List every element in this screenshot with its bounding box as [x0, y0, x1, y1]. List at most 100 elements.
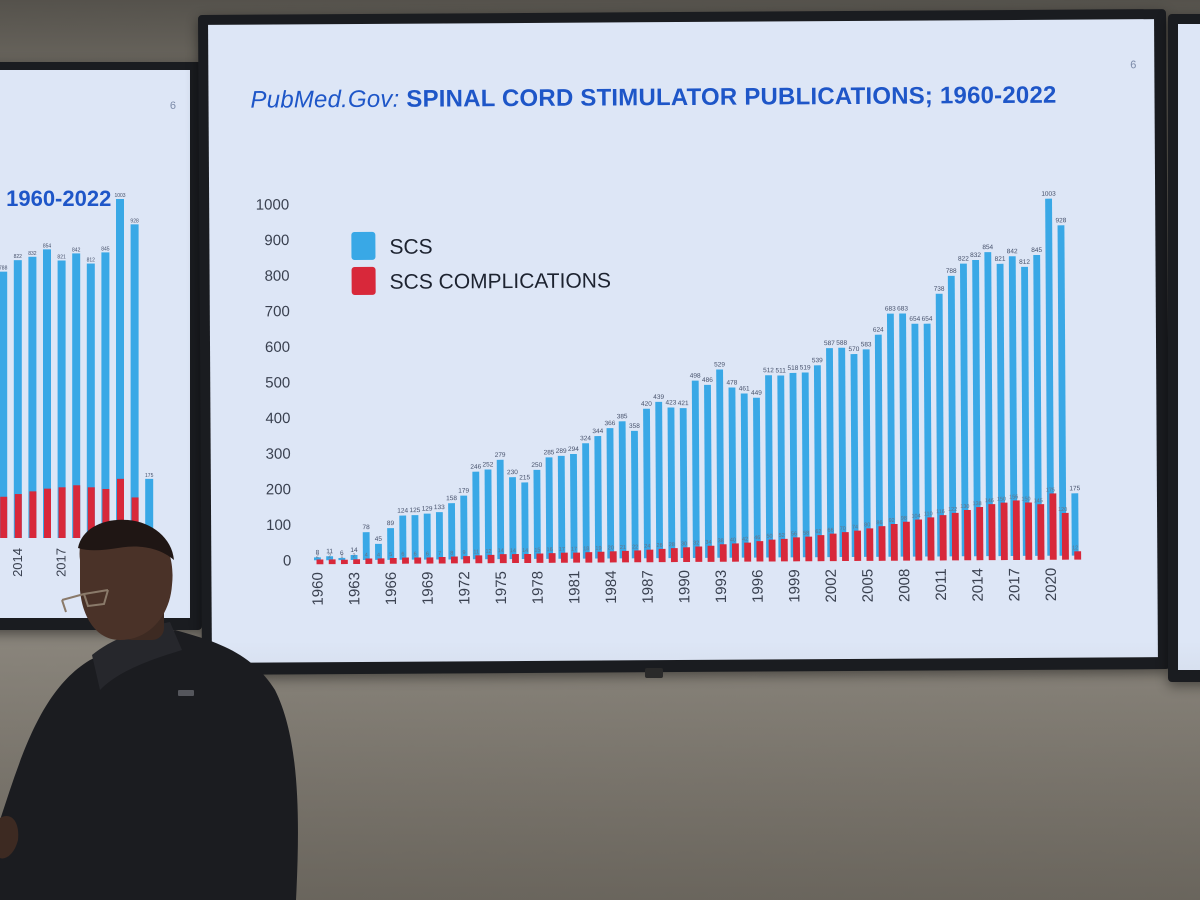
bar-scs [1071, 493, 1079, 556]
bar-scs [399, 515, 407, 560]
bar-complications [878, 526, 886, 561]
main-bar-chart: 0 100 200 300 400 500 600 700 800 900 1000 SCS SCS C… [256, 191, 1082, 606]
bar-scs [631, 430, 639, 559]
bar-scs [509, 477, 517, 560]
bar-complications [646, 549, 654, 563]
left-bar-complications [73, 485, 81, 538]
data-label-scs: 158 [446, 495, 457, 502]
legend-swatch-complications [351, 266, 376, 296]
bar-scs [1008, 256, 1018, 557]
bar-complications [939, 515, 947, 561]
y-tick-label: 800 [265, 268, 290, 285]
right-tv-screen [1178, 24, 1200, 670]
left-slide-title: S; 1960-2022 [0, 186, 112, 211]
bar-scs [728, 387, 737, 558]
data-label-scs: 294 [568, 446, 579, 453]
legend-label-complications: SCS COMPLICATIONS [390, 269, 611, 293]
bar-scs [923, 323, 932, 557]
left-bar-complications [146, 533, 154, 538]
x-tick-label: 1984 [603, 570, 620, 603]
bar-scs [996, 263, 1006, 557]
y-tick-label: 700 [265, 303, 290, 320]
data-label-complications: 46 [754, 535, 760, 541]
bar-scs [472, 471, 480, 560]
bar-scs [350, 555, 358, 561]
bar-complications [1000, 502, 1008, 561]
bar-complications [780, 538, 788, 562]
data-label-scs: 588 [836, 340, 847, 347]
data-label-complications: 150 [1021, 496, 1030, 502]
bar-complications [1012, 500, 1021, 560]
data-label-scs: 587 [824, 340, 835, 347]
bar-complications [866, 528, 874, 561]
bar-complications [927, 517, 935, 561]
legend-label-scs: SCS [389, 236, 432, 259]
y-tick-label: 900 [264, 232, 289, 249]
bar-scs [1045, 198, 1055, 556]
bar-complications [328, 559, 336, 565]
data-label-complications: 24 [644, 544, 650, 550]
bar-scs [813, 365, 822, 558]
bar-scs [460, 495, 468, 560]
bar-complications [402, 557, 409, 564]
data-label-complications: 19 [595, 546, 601, 552]
bar-complications [890, 523, 898, 561]
x-tick-label: 1969 [420, 572, 437, 605]
x-tick-label: 1996 [750, 570, 767, 603]
left-x-tick-label: 2017 [54, 548, 69, 577]
data-label-scs: 821 [995, 256, 1006, 263]
data-label-scs: 439 [653, 394, 664, 401]
x-tick-label: 1966 [383, 572, 400, 605]
data-label-complications: 16 [547, 547, 553, 553]
bar-complications [1049, 493, 1057, 560]
left-bar-chart: 6547387888228328548218428128451003928175… [0, 193, 154, 577]
bar-scs [521, 482, 529, 559]
left-data-label-scs: 842 [72, 247, 81, 253]
legend-swatch-scs [351, 231, 376, 261]
bar-complications [512, 554, 519, 564]
left-tv-monitor: S; 1960-2022 6 6547387888228328548218428… [0, 62, 202, 630]
bar-complications [707, 545, 715, 562]
bar-complications [902, 521, 911, 561]
bar-complications [1061, 512, 1069, 560]
left-bar-scs [0, 271, 8, 538]
data-label-complications: 14 [522, 548, 528, 554]
bar-scs [691, 380, 700, 558]
y-tick-label: 200 [266, 481, 291, 498]
data-label-complications: 30 [681, 541, 687, 547]
bar-scs [740, 393, 749, 558]
bar-scs [545, 457, 554, 559]
bar-scs [899, 313, 908, 557]
data-label-complications: 21 [620, 545, 626, 551]
data-label-complications: 12 [485, 549, 491, 555]
data-label-complications: 7 [438, 551, 441, 557]
bar-complications [744, 542, 752, 562]
x-tick-label: 2020 [1043, 568, 1060, 601]
data-label-complications: 4 [377, 552, 380, 558]
bar-complications [475, 555, 483, 564]
left-bar-scs [28, 256, 37, 538]
bar-scs [570, 453, 578, 559]
bar-complications [377, 558, 385, 564]
data-label-scs: 246 [470, 464, 481, 471]
x-tick-label: 1963 [346, 572, 363, 605]
data-label-scs: 358 [629, 423, 640, 430]
bar-scs [326, 556, 334, 561]
data-label-complications: 9 [463, 550, 466, 556]
y-tick-label: 1000 [256, 196, 289, 213]
bar-scs [484, 469, 492, 560]
bar-scs [789, 372, 798, 558]
bar-complications [487, 554, 495, 564]
bar-scs [947, 275, 957, 557]
data-label-scs: 423 [665, 399, 676, 406]
data-label-complications: 15 [534, 548, 540, 554]
left-bar-complications [14, 494, 22, 538]
data-label-complications: 130 [960, 504, 969, 510]
bar-complications [719, 544, 727, 562]
main-tv-monitor: 6 PubMed.Gov: SPINAL CORD STIMULATOR PUB… [197, 9, 1171, 675]
bar-complications [683, 547, 691, 563]
data-label-scs: 133 [434, 504, 445, 511]
data-label-complications: 2 [316, 554, 319, 560]
data-label-complications: 80 [864, 522, 870, 528]
left-bar-scs [57, 260, 66, 538]
